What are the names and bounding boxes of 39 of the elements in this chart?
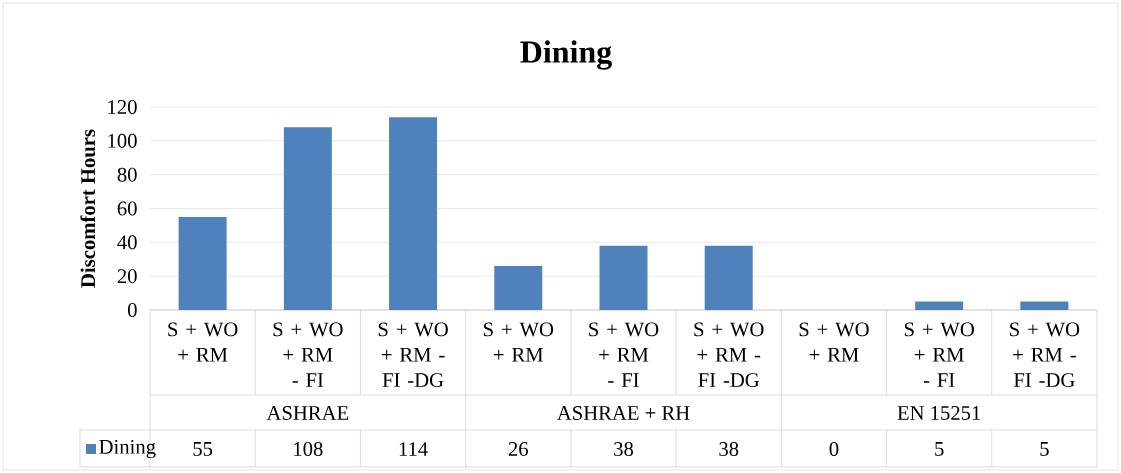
x-tick-label: S + WO + RM - FI -DG: [1010, 322, 1080, 388]
data-label: 55: [193, 442, 213, 456]
x-tick-label: S + WO + RM - FI: [273, 322, 343, 387]
bar: [494, 266, 543, 310]
data-label: 108: [294, 442, 323, 456]
text: EN 15251: [897, 406, 981, 420]
data-label: 38: [614, 442, 634, 456]
bar: [283, 127, 332, 310]
bar: [389, 117, 438, 310]
x-tick-label: S + WO + RM - FI -DG: [694, 322, 764, 388]
data-label: 114: [399, 442, 428, 456]
y-tick-label: 20: [117, 269, 137, 284]
x-tick-label: S + WO + RM - FI: [589, 322, 659, 387]
y-axis-title: Discomfort Hours: [80, 129, 96, 288]
bar: [704, 245, 753, 310]
y-tick-label: 60: [117, 201, 137, 216]
y-tick-label: 40: [117, 235, 137, 250]
x-tick-label: S + WO + RM: [483, 322, 554, 362]
y-tick-label: 0: [127, 303, 137, 317]
data-label: 5: [935, 442, 944, 456]
y-tick-label: 120: [108, 100, 137, 114]
x-tick-label: S + WO + RM: [168, 322, 238, 362]
bar: [1020, 301, 1069, 310]
x-tick-label: S + WO + RM: [799, 322, 869, 362]
x-tick-label: S + WO + RM - FI -DG: [378, 322, 448, 388]
data-label: 38: [719, 442, 739, 456]
legend-label: Dining: [99, 439, 156, 459]
data-label: 26: [508, 442, 529, 456]
x-tick-label: S + WO + RM - FI: [904, 322, 974, 387]
text: ASHRAE + RH: [557, 406, 690, 420]
bar: [599, 245, 648, 310]
bar: [178, 216, 227, 310]
chart-title: Dining: [520, 40, 612, 70]
bar: [915, 301, 964, 310]
data-label: 5: [1040, 442, 1049, 456]
y-tick-label: 100: [108, 133, 137, 148]
y-tick-label: 80: [117, 167, 137, 182]
text: ASHRAE: [266, 406, 349, 420]
data-label: 0: [829, 442, 839, 456]
